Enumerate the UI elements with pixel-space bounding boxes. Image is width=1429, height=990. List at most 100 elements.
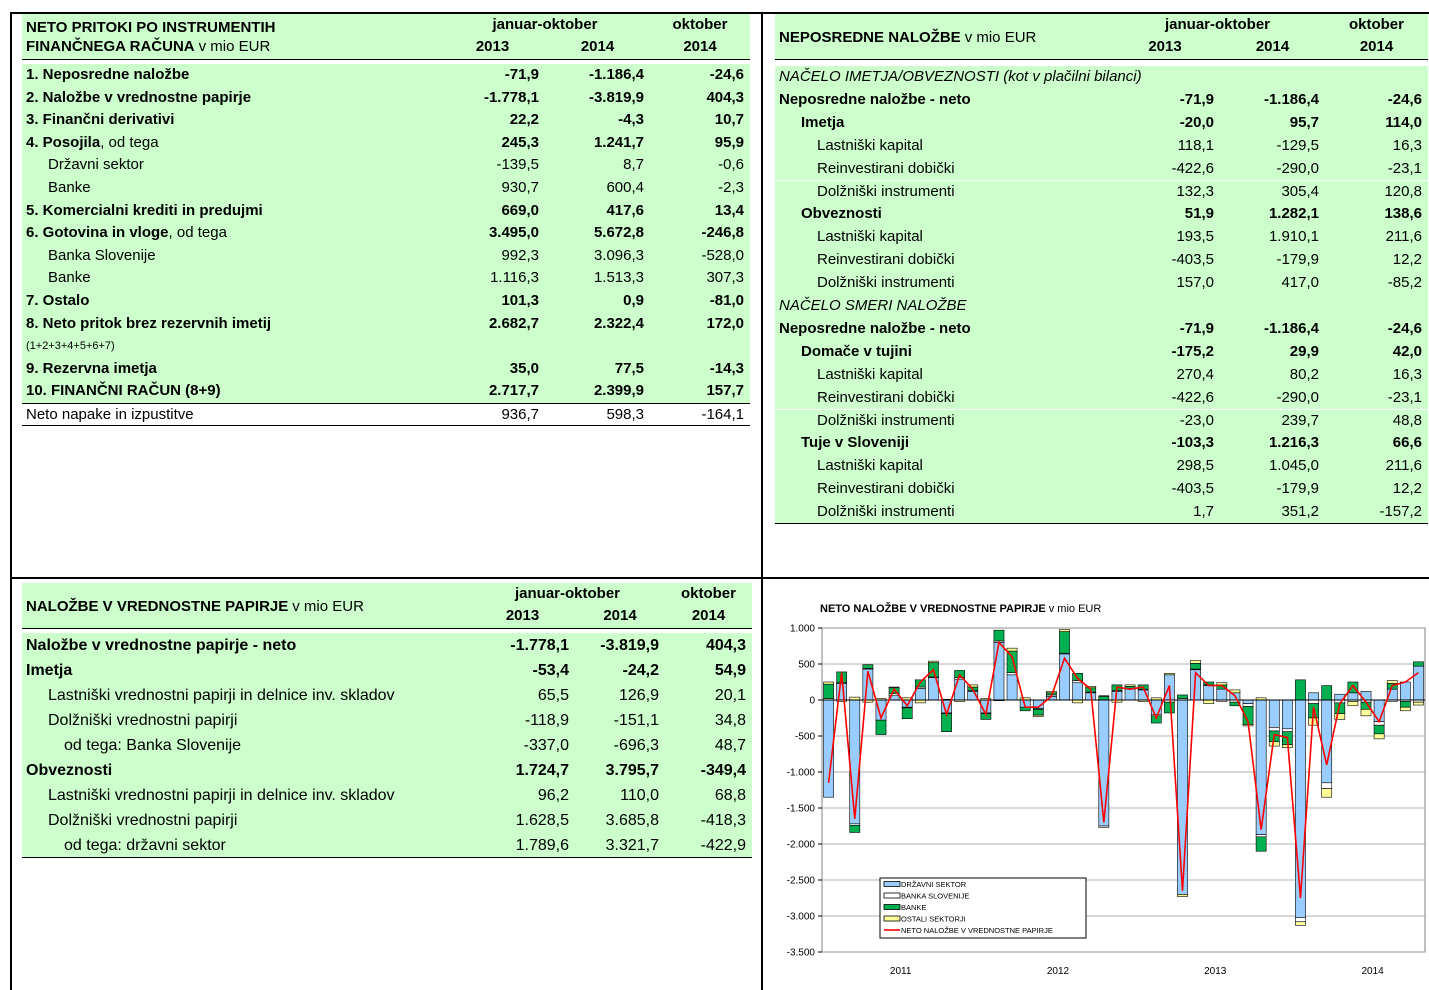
table-row: Imetja -53,4 -24,2 54,9 bbox=[22, 658, 752, 683]
row-label: 3. Finančni derivativi bbox=[26, 109, 174, 132]
bar bbox=[1190, 662, 1201, 670]
bar bbox=[1177, 894, 1188, 897]
bar bbox=[862, 664, 874, 669]
label-text: 5. Komercialni krediti in predujmi bbox=[26, 201, 263, 219]
row-value: -403,5 bbox=[1171, 480, 1214, 498]
row-label: 9. Rezervna imetja bbox=[26, 358, 157, 381]
bar bbox=[1059, 629, 1070, 632]
row-value: -1.186,4 bbox=[1263, 90, 1319, 108]
table-row: 3. Finančni derivativi 22,2 -4,3 10,7 bbox=[22, 109, 750, 132]
bar bbox=[1255, 836, 1267, 852]
row-label: 5. Komercialni krediti in predujmi bbox=[26, 200, 263, 223]
header-year: 2013 bbox=[1148, 38, 1182, 55]
title-bold: NETO PRITOKI PO INSTRUMENTIH FINANČNEGA … bbox=[26, 19, 276, 55]
row-value: -23,1 bbox=[1387, 388, 1422, 406]
row-value: 80,2 bbox=[1289, 365, 1319, 383]
header-year: 2013 bbox=[505, 607, 540, 624]
row-value: 417,0 bbox=[1281, 274, 1319, 292]
table-row: Državni sektor -139,5 8,7 -0,6 bbox=[22, 154, 750, 177]
row-label: Neposredne naložbe - neto bbox=[779, 318, 971, 341]
row-label: 7. Ostalo bbox=[26, 290, 89, 313]
bar bbox=[1032, 714, 1044, 717]
bar bbox=[1399, 681, 1411, 701]
table-row: Domače v tujini -175,2 29,9 42,0 bbox=[775, 340, 1428, 364]
y-tick-label: -2.500 bbox=[787, 876, 816, 887]
row-value: -164,1 bbox=[701, 406, 744, 423]
table-row: 8. Neto pritok brez rezervnih imetij 2.68… bbox=[22, 312, 750, 336]
row-value: -179,9 bbox=[1276, 480, 1319, 498]
table-row: Obveznosti 51,9 1.282,1 138,6 bbox=[775, 203, 1428, 227]
row-value: -403,5 bbox=[1171, 251, 1214, 269]
row-value: 669,0 bbox=[501, 201, 539, 219]
row-value: -3.819,9 bbox=[600, 637, 659, 654]
table-row: od tega: državni sektor 1.789,6 3.321,7 -42… bbox=[22, 833, 752, 858]
bar bbox=[875, 719, 887, 735]
row-label: Dolžniški vrednostni papirji bbox=[48, 708, 237, 733]
title-bold: NALOŽBE V VREDNOSTNE PAPIRJE bbox=[26, 597, 289, 615]
table-row: 10. FINANČNI RAČUN (8+9) 2.717,7 2.399,9 15… bbox=[22, 380, 750, 403]
title-unit: v mio EUR bbox=[198, 38, 271, 55]
bar bbox=[1295, 921, 1306, 926]
table-row: Dolžniški instrumenti 1,7 351,2 -157,2 bbox=[775, 501, 1428, 524]
label-text: Obveznosti bbox=[26, 762, 113, 779]
row-value: 2.717,7 bbox=[488, 382, 539, 400]
table-row: Banke 930,7 600,4 -2,3 bbox=[22, 177, 750, 200]
row-value: -175,2 bbox=[1171, 342, 1214, 360]
label-text: 10. FINANČNI RAČUN (8+9) bbox=[26, 382, 221, 400]
row-value: 1.216,3 bbox=[1268, 434, 1319, 452]
row-value: 42,0 bbox=[1392, 342, 1422, 360]
header-month: oktober bbox=[1348, 16, 1404, 33]
bar bbox=[1098, 696, 1110, 701]
bar bbox=[1177, 694, 1188, 699]
label-text: Reinvestirani dobički bbox=[817, 388, 955, 406]
table-row: Banka Slovenije 992,3 3.096,3 -528,0 bbox=[22, 244, 750, 268]
row-value: 157,0 bbox=[1176, 274, 1214, 292]
row-value: -81,0 bbox=[709, 292, 744, 309]
bar bbox=[1321, 788, 1333, 798]
table-row: Neposredne naložbe - neto -71,9 -1.186,4 -2… bbox=[775, 88, 1428, 112]
row-value: -3.819,9 bbox=[588, 88, 644, 106]
y-tick-label: -3.500 bbox=[787, 948, 816, 959]
label-text: Domače v tujini bbox=[801, 342, 912, 360]
row-value: 48,8 bbox=[1392, 411, 1422, 429]
row-value: 12,2 bbox=[1392, 251, 1422, 269]
row-value: 211,6 bbox=[1385, 228, 1422, 246]
row-value: 114,0 bbox=[1385, 113, 1422, 131]
row-value: 930,7 bbox=[501, 179, 539, 196]
frame-top bbox=[10, 12, 1429, 14]
row-value: 404,3 bbox=[706, 88, 744, 106]
bar bbox=[1282, 699, 1293, 730]
bar bbox=[1124, 684, 1136, 687]
row-value: -24,2 bbox=[622, 662, 659, 679]
frame-horizontal bbox=[10, 577, 1429, 579]
row-value: -422,9 bbox=[700, 837, 746, 854]
bar bbox=[1164, 673, 1175, 676]
row-value: 172,0 bbox=[706, 314, 744, 332]
row-label: od tega: Banka Slovenije bbox=[64, 733, 241, 758]
row-value: -179,9 bbox=[1276, 251, 1319, 269]
bar bbox=[1321, 782, 1333, 789]
bar bbox=[1295, 679, 1306, 701]
table-title-text: NALOŽBE V VREDNOSTNE PAPIRJE v mio EUR bbox=[26, 597, 364, 616]
row-label: Lastniški vrednostni papirji in delnice … bbox=[48, 683, 395, 708]
row-value: 10,7 bbox=[714, 111, 744, 129]
legend-swatch bbox=[883, 904, 901, 910]
row-value: 68,8 bbox=[714, 787, 746, 804]
row-value: -85,2 bbox=[1387, 274, 1422, 292]
x-group-label: 2012 bbox=[1047, 966, 1070, 977]
bar bbox=[1006, 674, 1018, 701]
row-value: -4,3 bbox=[618, 111, 644, 129]
bar bbox=[1360, 709, 1372, 717]
row-value: 298,5 bbox=[1176, 457, 1214, 475]
y-tick-label: 1.000 bbox=[790, 624, 815, 635]
bar bbox=[1268, 741, 1280, 747]
row-label: od tega: državni sektor bbox=[64, 833, 226, 858]
bar bbox=[888, 686, 900, 689]
y-tick-label: -1.000 bbox=[787, 768, 816, 779]
row-value: -157,2 bbox=[1379, 503, 1422, 521]
row-label: Domače v tujini bbox=[801, 341, 912, 364]
legend-label: OSTALI SEKTORJI bbox=[901, 915, 966, 924]
table-row: 7. Ostalo 101,3 0,9 -81,0 bbox=[22, 290, 750, 313]
bar bbox=[1268, 727, 1280, 732]
